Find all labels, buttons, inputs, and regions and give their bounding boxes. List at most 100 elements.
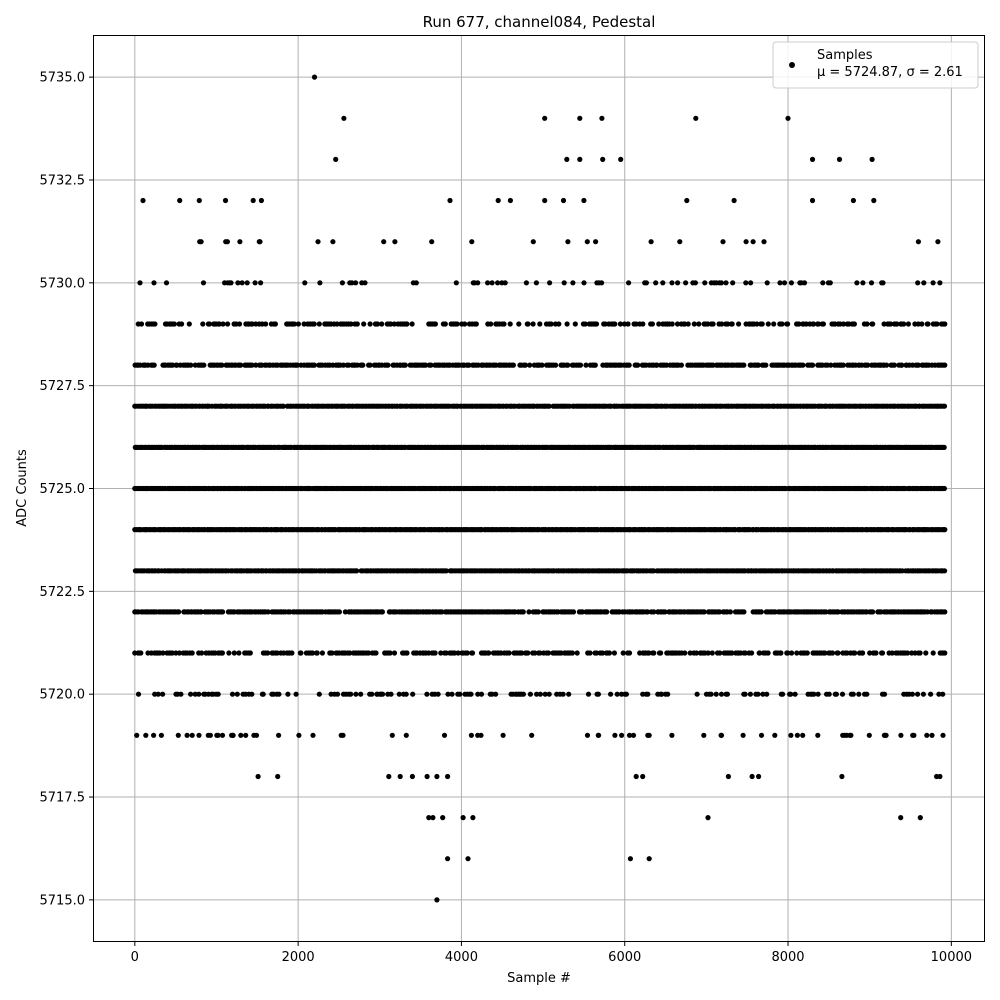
data-point: [151, 280, 157, 286]
data-point: [880, 280, 886, 286]
data-point: [565, 239, 571, 245]
data-point: [317, 280, 323, 286]
data-point: [276, 691, 282, 697]
data-point: [564, 321, 570, 327]
data-point: [888, 321, 894, 327]
x-tick-label: 6000: [608, 950, 641, 965]
data-point: [740, 732, 746, 738]
data-point: [539, 362, 545, 368]
data-point: [788, 280, 795, 286]
data-point: [189, 732, 195, 738]
data-point: [942, 321, 948, 327]
data-point: [749, 773, 755, 780]
data-point: [678, 362, 685, 368]
data-point: [718, 280, 725, 286]
data-point: [723, 280, 729, 286]
data-point: [683, 280, 689, 286]
data-point: [649, 321, 656, 327]
data-point: [369, 691, 375, 697]
data-point: [864, 321, 870, 327]
data-point: [915, 362, 921, 368]
data-point: [794, 732, 801, 738]
data-point: [315, 239, 321, 245]
data-point: [827, 280, 833, 286]
data-point: [547, 280, 553, 286]
data-point: [771, 321, 777, 327]
data-point: [442, 321, 448, 327]
data-point: [643, 280, 650, 286]
data-point: [311, 362, 317, 368]
data-point: [469, 239, 475, 245]
data-point: [138, 321, 145, 327]
data-point: [860, 280, 866, 286]
data-point: [810, 321, 817, 327]
data-point: [789, 650, 795, 656]
data-point: [941, 444, 947, 450]
data-point: [581, 197, 587, 204]
data-point: [354, 321, 360, 327]
data-point: [730, 280, 736, 286]
data-point: [525, 321, 531, 327]
data-point: [881, 732, 888, 738]
data-point: [692, 280, 699, 286]
data-point: [403, 691, 409, 697]
data-point: [230, 732, 236, 738]
data-point: [930, 280, 936, 286]
data-point: [176, 609, 182, 615]
data-point: [546, 403, 552, 409]
data-point: [835, 650, 841, 656]
data-point: [577, 156, 583, 162]
data-point: [777, 280, 783, 286]
data-point: [570, 609, 577, 615]
data-point: [201, 362, 207, 368]
data-point: [620, 650, 626, 656]
data-point: [462, 321, 468, 327]
data-point: [379, 321, 385, 327]
data-point: [314, 650, 320, 656]
data-point: [311, 321, 317, 327]
data-point: [289, 650, 295, 656]
y-tick-label: 5717.5: [40, 791, 86, 806]
data-point: [199, 650, 205, 656]
data-point: [941, 485, 948, 492]
data-point: [220, 321, 226, 327]
data-point: [265, 609, 271, 615]
data-point: [599, 280, 605, 286]
data-point: [196, 691, 202, 697]
data-point: [255, 773, 261, 780]
data-point: [135, 691, 142, 697]
y-tick-label: 5735.0: [40, 71, 86, 86]
data-point: [937, 280, 943, 286]
data-point: [929, 732, 935, 738]
data-point: [747, 691, 754, 697]
data-point: [581, 280, 587, 286]
data-point: [200, 321, 206, 327]
data-point: [665, 691, 671, 697]
data-point: [871, 197, 877, 204]
data-point: [500, 732, 506, 738]
data-point: [600, 156, 606, 162]
data-point: [788, 732, 794, 738]
data-point: [225, 321, 231, 327]
data-point: [501, 321, 507, 327]
data-point: [389, 732, 395, 738]
data-point: [701, 732, 707, 738]
data-point: [520, 691, 527, 697]
data-point: [577, 362, 584, 368]
data-point: [510, 362, 516, 368]
data-point: [298, 650, 304, 656]
data-point: [840, 321, 847, 327]
data-point: [633, 773, 639, 780]
data-point: [319, 650, 325, 656]
data-point: [134, 732, 140, 738]
data-point: [606, 650, 613, 656]
data-point: [553, 362, 559, 368]
data-point: [623, 691, 630, 697]
data-point: [367, 362, 373, 368]
data-point: [263, 321, 269, 327]
data-point: [339, 280, 345, 286]
data-point: [829, 650, 836, 656]
data-point: [537, 691, 543, 697]
x-tick-label: 10000: [931, 950, 972, 965]
data-point: [247, 650, 253, 656]
